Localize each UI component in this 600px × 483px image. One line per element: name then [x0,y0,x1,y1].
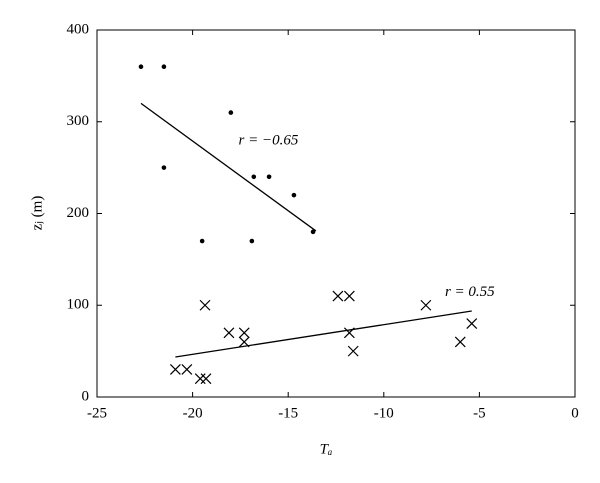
dot-point [266,174,272,180]
cross-point [420,299,432,311]
dot-point [161,64,167,69]
y-tick-label: 100 [67,297,90,313]
dot-point [228,110,234,115]
x-tick-label: -20 [183,405,203,421]
x-tick-label: -5 [473,405,486,421]
x-tick-label: -25 [87,405,107,421]
cross-point [199,299,211,311]
dot-point [249,238,255,244]
cross-point [238,327,250,339]
annotation: r = −0.65 [238,132,298,148]
cross-point [347,345,359,357]
y-tick-label: 400 [67,21,90,37]
x-tick-label: -15 [278,405,298,421]
dot-point [251,174,257,180]
fit-line [175,310,472,358]
annotation: r = 0.55 [445,284,495,300]
dot-point [310,229,316,235]
cross-point [223,327,235,339]
dot-point [161,165,167,170]
x-tick-label: -10 [374,405,394,421]
cross-point [200,373,212,385]
y-tick-label: 200 [67,205,90,221]
cross-point [169,364,181,375]
cross-point [343,290,355,302]
cross-point [194,373,206,385]
plot-frame [96,29,576,398]
y-axis-label: zⱼ (m) [29,196,45,231]
dot-point [291,192,297,198]
x-axis-label: Tₐ [320,441,333,457]
y-tick-label: 0 [82,388,90,404]
cross-point [181,364,193,375]
dot-point [199,238,205,244]
fit-line [140,102,317,232]
x-tick-label: 0 [571,405,579,421]
cross-point [343,327,355,339]
cross-point [466,318,478,330]
dot-point [138,64,144,69]
cross-point [238,336,250,348]
cross-point [454,336,466,348]
cross-point [332,290,344,302]
y-tick-label: 300 [67,113,90,129]
